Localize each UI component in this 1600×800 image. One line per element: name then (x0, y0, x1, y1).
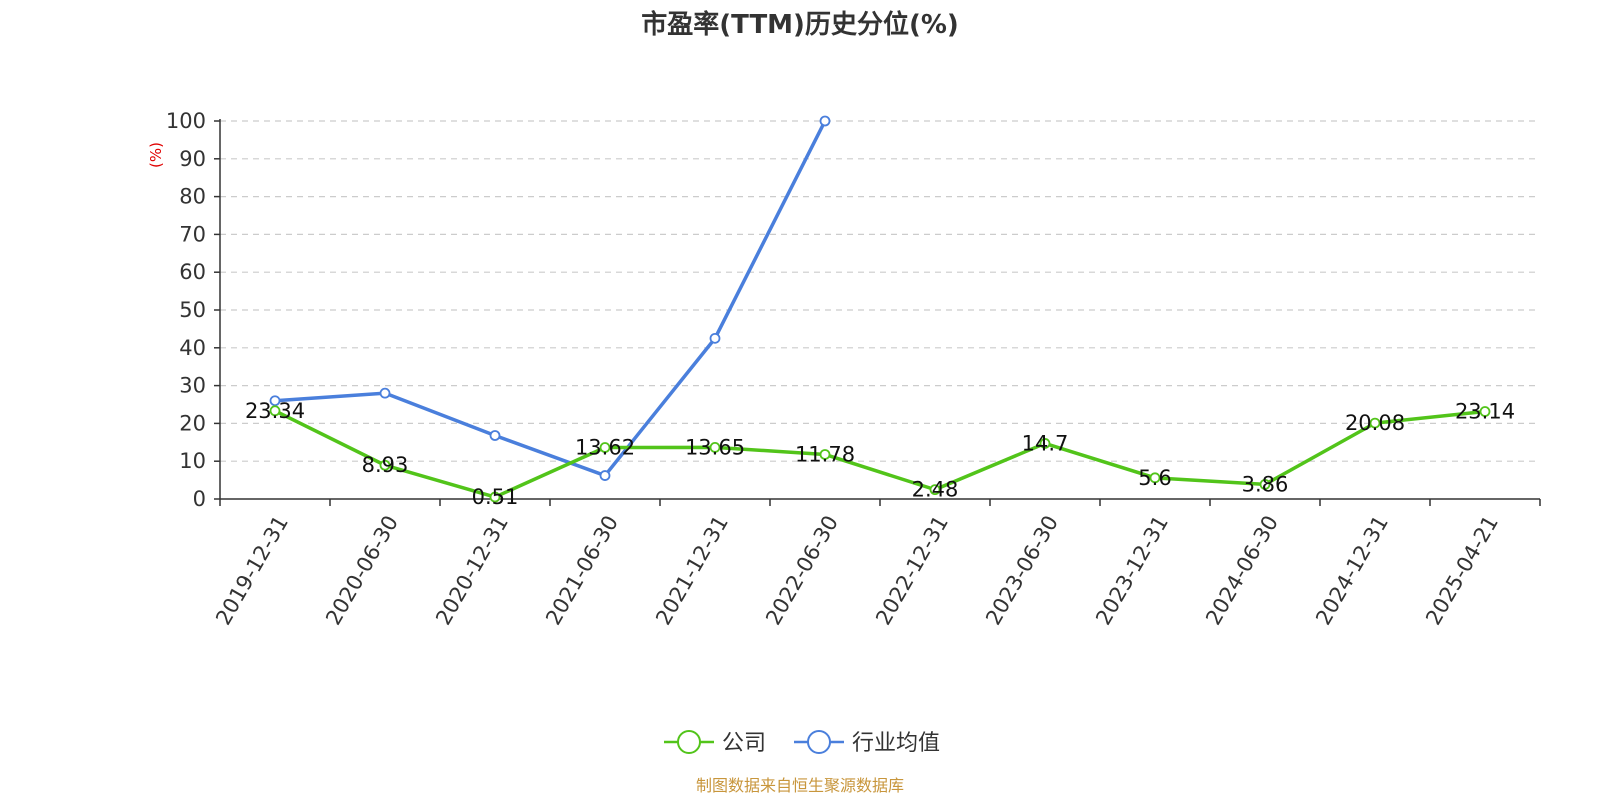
y-axis-ticks: 0 10 20 30 40 50 60 70 80 90 100 (166, 109, 220, 511)
y-tick-label: 80 (179, 185, 206, 209)
data-point[interactable] (489, 491, 501, 503)
data-label: 5.6 (1138, 466, 1171, 490)
data-label: 20.08 (1345, 411, 1405, 435)
data-point[interactable] (1149, 472, 1161, 484)
x-axis-ticks: 2019-12-31 2020-06-30 2020-12-31 2021-06-30… (211, 499, 1541, 629)
data-point[interactable] (379, 459, 391, 471)
legend-item-company[interactable]: 公司 (664, 730, 766, 756)
data-label: 13.65 (685, 435, 745, 459)
data-label: 23.34 (245, 399, 305, 423)
legend-marker (677, 730, 701, 754)
data-label: 2.48 (912, 478, 959, 502)
series-industry-average (269, 115, 831, 481)
y-tick-label: 90 (179, 147, 206, 171)
data-label: 23.14 (1455, 400, 1515, 424)
y-tick-label: 50 (179, 298, 206, 322)
legend-label: 公司 (722, 731, 766, 756)
x-tick-label: 2022-12-31 (871, 511, 953, 629)
chart-title: 市盈率(TTM)历史分位(%) (641, 9, 959, 40)
data-point[interactable] (379, 387, 391, 399)
x-tick-label: 2020-12-31 (431, 511, 513, 629)
x-tick-label: 2025-04-21 (1421, 511, 1503, 629)
x-tick-label: 2024-12-31 (1311, 511, 1393, 629)
y-tick-label: 70 (179, 222, 206, 246)
grid-lines (220, 120, 1540, 462)
data-point[interactable] (269, 395, 281, 407)
data-point[interactable] (269, 405, 281, 417)
x-tick-label: 2021-12-31 (651, 511, 733, 629)
x-tick-label: 2022-06-30 (761, 511, 843, 629)
data-point[interactable] (819, 115, 831, 127)
data-labels: 23.34 8.93 0.51 13.62 13.65 11.78 2.48 14.7 5.6 3… (245, 399, 1515, 509)
y-tick-label: 30 (179, 374, 206, 398)
data-point[interactable] (599, 442, 611, 453)
data-label: 14.7 (1022, 431, 1069, 455)
data-point[interactable] (709, 442, 721, 453)
data-point[interactable] (1369, 417, 1381, 429)
data-point[interactable] (599, 470, 611, 481)
data-label: 13.62 (575, 436, 635, 460)
data-point[interactable] (1479, 406, 1491, 417)
legend-item-industry-average[interactable]: 行业均值 (794, 730, 940, 756)
data-point[interactable] (929, 484, 941, 496)
data-label: 8.93 (362, 453, 409, 477)
x-tick-label: 2020-06-30 (321, 511, 403, 629)
y-tick-label: 40 (179, 336, 206, 360)
data-label: 11.78 (795, 442, 855, 466)
x-tick-label: 2021-06-30 (541, 511, 623, 629)
y-tick-label: 100 (166, 109, 206, 133)
source-note: 制图数据来自恒生聚源数据库 (696, 776, 904, 795)
x-tick-label: 2024-06-30 (1201, 511, 1283, 629)
y-tick-label: 0 (193, 487, 206, 511)
legend[interactable]: 公司 行业均值 (664, 730, 940, 756)
legend-label: 行业均值 (852, 731, 940, 756)
x-tick-label: 2019-12-31 (211, 511, 293, 629)
x-tick-label: 2023-06-30 (981, 511, 1063, 629)
data-label: 3.86 (1242, 472, 1289, 496)
data-point[interactable] (1259, 479, 1271, 490)
data-point[interactable] (709, 332, 721, 344)
data-label: 0.51 (472, 485, 519, 509)
y-tick-label: 20 (179, 411, 206, 435)
legend-marker (807, 730, 831, 754)
data-point[interactable] (489, 430, 501, 441)
series-line (274, 120, 827, 478)
y-tick-label: 10 (179, 449, 206, 473)
series-company (269, 405, 1491, 503)
data-point[interactable] (819, 449, 831, 460)
data-point[interactable] (1039, 438, 1051, 449)
series-layer (269, 115, 1491, 503)
x-tick-label: 2023-12-31 (1091, 511, 1173, 629)
series-line (274, 409, 1486, 499)
y-axis-unit: (%) (147, 142, 165, 168)
y-tick-label: 60 (179, 260, 206, 284)
